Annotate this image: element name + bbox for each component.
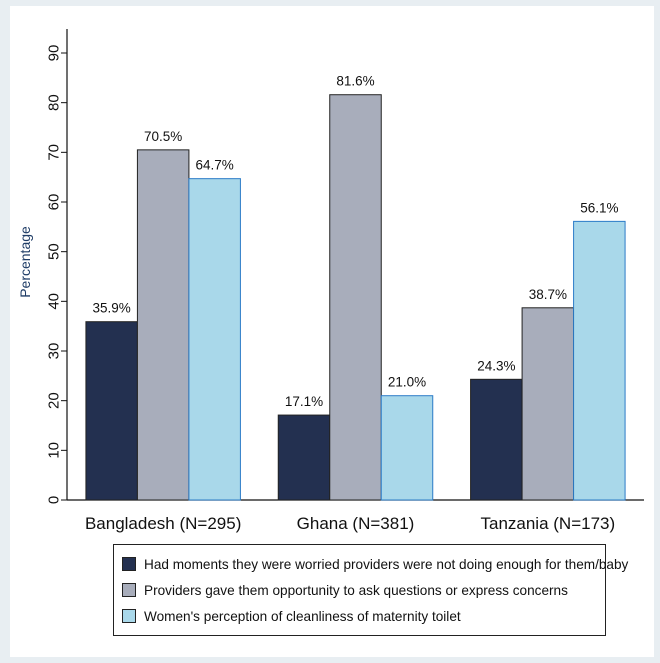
y-tick-label: 10	[45, 442, 62, 459]
y-tick-label: 80	[45, 94, 62, 111]
bar-value-label: 81.6%	[336, 74, 374, 89]
y-tick-label: 70	[45, 144, 62, 161]
bar	[136, 149, 190, 501]
bar-value-label: 38.7%	[529, 287, 567, 302]
y-tick-label: 0	[45, 496, 62, 504]
legend-swatch-worried	[122, 557, 136, 571]
bar	[470, 378, 523, 501]
x-category-label: Bangladesh (N=295)	[85, 514, 241, 533]
legend-swatch-cleanliness	[122, 609, 136, 623]
bar	[521, 307, 575, 501]
legend-item-worried: Had moments they were worried providers …	[122, 551, 628, 577]
bar-value-label: 35.9%	[93, 301, 131, 316]
bar	[277, 414, 331, 501]
x-category-label: Ghana (N=381)	[297, 514, 415, 533]
legend-item-questions: Providers gave them opportunity to ask q…	[122, 577, 597, 603]
bar	[380, 395, 434, 501]
y-tick-label: 90	[45, 45, 62, 62]
bar-value-label: 70.5%	[144, 129, 182, 144]
legend-swatch-questions	[122, 583, 136, 597]
y-axis-title: Percentage	[17, 226, 33, 298]
y-tick-label: 40	[45, 293, 62, 310]
legend: Had moments they were worried providers …	[113, 544, 628, 636]
bar-value-label: 24.3%	[477, 358, 515, 373]
bar-value-label: 56.1%	[580, 200, 618, 215]
bar	[188, 178, 241, 501]
bar-value-label: 17.1%	[285, 394, 323, 409]
y-tick-label: 50	[45, 243, 62, 260]
y-tick-label: 30	[45, 343, 62, 360]
x-category-label: Tanzania (N=173)	[480, 514, 615, 533]
legend-label-worried: Had moments they were worried providers …	[144, 556, 629, 572]
legend-label-questions: Providers gave them opportunity to ask q…	[144, 582, 568, 598]
bar-value-label: 21.0%	[388, 375, 426, 390]
bar-value-label: 64.7%	[196, 158, 234, 173]
y-tick-label: 20	[45, 392, 62, 409]
legend-label-cleanliness: Women's perception of cleanliness of mat…	[144, 608, 461, 624]
bar	[329, 94, 382, 501]
bar	[85, 321, 138, 501]
data-labels: 35.9% 70.5% 64.7% 17.1% 81.6% 21.0% 24.3% 38.7%…	[93, 74, 619, 409]
y-tick-label: 60	[45, 194, 62, 211]
bars	[85, 94, 626, 501]
bar	[573, 220, 626, 501]
axes: 0 10 20 30 40 50 60 70 80 90 Bangladesh (N=295) Gha…	[45, 29, 644, 533]
legend-item-cleanliness: Women's perception of cleanliness of mat…	[122, 603, 597, 629]
